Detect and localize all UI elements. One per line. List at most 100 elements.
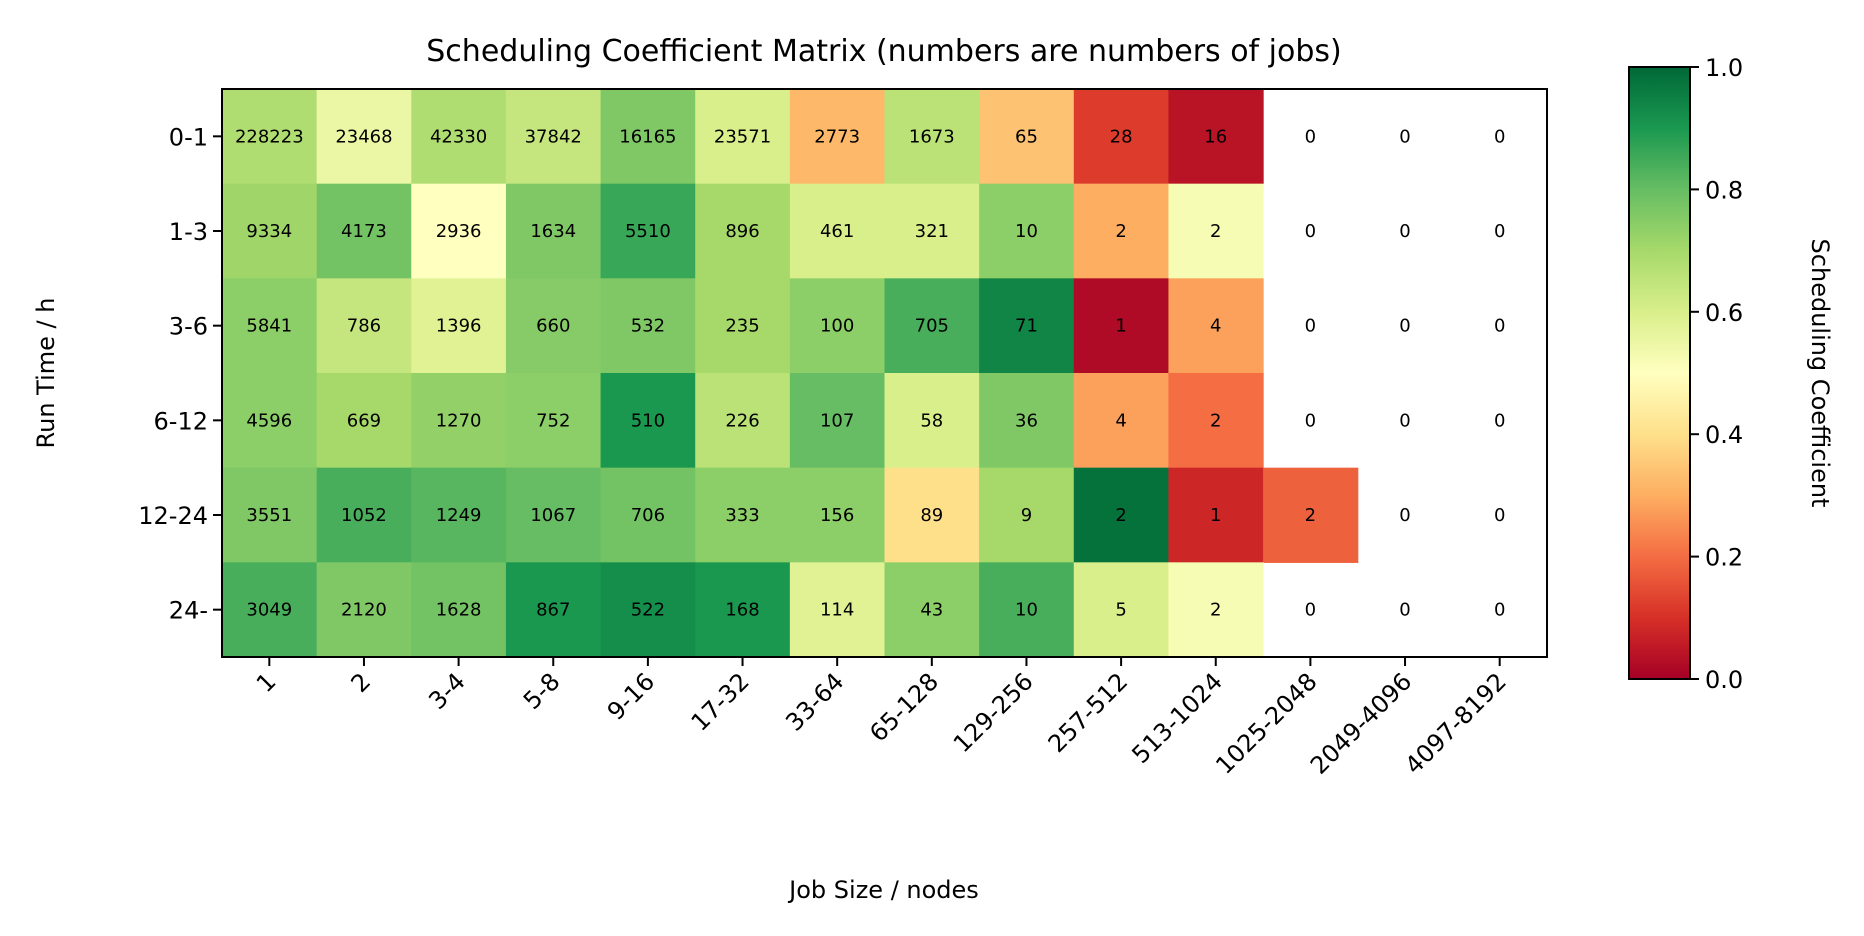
heatmap-cell-4-2 [411,467,507,563]
colorbar-tick-label: 1.0 [1705,54,1743,82]
cell-count-1-10: 2 [1210,221,1221,242]
cell-count-1-7: 321 [915,221,949,242]
x-tick-label: 3-4 [423,667,471,715]
cell-count-2-11: 0 [1305,316,1316,337]
cell-count-5-1: 2120 [341,600,387,621]
heatmap-cell-2-0 [222,278,318,374]
cell-count-1-2: 2936 [436,221,482,242]
heatmap-cell-0-9 [1073,89,1170,185]
cell-count-3-0: 4596 [246,410,292,431]
cell-count-4-11: 2 [1305,505,1316,526]
cell-count-5-3: 867 [536,600,570,621]
cell-count-2-10: 4 [1210,316,1221,337]
heatmap-cell-0-10 [1168,89,1264,185]
cell-count-1-13: 0 [1494,221,1505,242]
heatmap-cell-4-7 [884,467,980,563]
cell-count-1-3: 1634 [530,221,576,242]
heatmap-cell-5-3 [505,562,602,658]
cell-count-1-11: 0 [1305,221,1316,242]
heatmap-cell-1-0 [222,183,318,279]
heatmap-cell-4-0 [222,467,318,563]
cell-count-1-6: 461 [820,221,854,242]
heatmap-cell-1-5 [695,183,791,279]
cell-count-3-3: 752 [536,410,570,431]
heatmap-cell-5-10 [1168,562,1264,658]
cell-count-3-12: 0 [1399,410,1410,431]
x-axis-label: Job Size / nodes [787,876,979,904]
heatmap-cell-3-3 [505,373,602,469]
cell-count-4-9: 2 [1115,505,1126,526]
heatmap-cell-3-4 [600,373,696,469]
heatmap-cell-5-4 [600,562,696,658]
cell-count-0-0: 228223 [235,126,304,147]
heatmap-cell-2-4 [600,278,696,374]
cell-count-0-10: 16 [1204,126,1227,147]
heatmap-cell-1-8 [979,183,1075,279]
heatmap-cell-4-9 [1073,467,1170,563]
heatmap-cells [222,89,1359,658]
cell-count-2-3: 660 [536,316,570,337]
heatmap-cell-5-9 [1073,562,1170,658]
x-tick-label: 5-8 [518,667,566,715]
y-tick-label: 6-12 [154,407,208,435]
cell-count-5-4: 522 [631,600,665,621]
cell-count-5-13: 0 [1494,600,1505,621]
colorbar-label: Scheduling Coefficient [1806,239,1834,508]
heatmap-cell-3-0 [222,373,318,469]
cell-count-4-13: 0 [1494,505,1505,526]
heatmap-cell-3-9 [1073,373,1170,469]
heatmap-cell-4-4 [600,467,696,563]
heatmap-cell-0-7 [884,89,980,185]
plot-frame [221,88,1548,658]
colorbar-tick-label: 0.4 [1705,421,1743,449]
heatmap-cell-4-11 [1263,467,1359,563]
heatmap-cell-4-10 [1168,467,1264,563]
heatmap-cell-2-8 [979,278,1075,374]
cell-count-1-8: 10 [1015,221,1038,242]
cell-count-0-13: 0 [1494,126,1505,147]
cell-count-5-5: 168 [725,600,759,621]
x-tick-label: 2049-4096 [1305,667,1417,779]
heatmap-cell-1-2 [411,183,507,279]
x-tick-label: 1 [251,667,282,698]
cell-count-3-11: 0 [1305,410,1316,431]
cell-count-4-12: 0 [1399,505,1410,526]
heatmap-cell-0-6 [789,89,886,185]
colorbar-tick-label: 0.2 [1705,544,1743,572]
cell-count-2-0: 5841 [246,316,292,337]
heatmap-cell-3-1 [316,373,412,469]
heatmap-cell-2-7 [884,278,980,374]
heatmap-cell-4-3 [505,467,602,563]
x-tick-label: 9-16 [602,667,660,725]
heatmap-cell-0-0 [222,89,318,185]
heatmap-cell-1-3 [505,183,602,279]
cell-count-2-7: 705 [915,316,949,337]
heatmap-cell-2-3 [505,278,602,374]
heatmap-cell-5-8 [979,562,1075,658]
cell-count-4-8: 9 [1021,505,1032,526]
cell-count-3-7: 58 [920,410,943,431]
y-tick-label: 24- [169,597,208,625]
x-tick-label: 65-128 [864,667,944,747]
heatmap-cell-5-0 [222,562,318,658]
cell-count-3-9: 4 [1115,410,1126,431]
cell-count-5-2: 1628 [436,600,482,621]
cell-count-3-8: 36 [1015,410,1038,431]
cell-count-0-3: 37842 [525,126,582,147]
cell-count-5-6: 114 [820,600,854,621]
y-axis-ticks: 0-1 1-3 3-6 6-12 12-24 24- [138,123,222,625]
heatmap-cell-0-8 [979,89,1075,185]
cell-count-0-6: 2773 [814,126,860,147]
cell-count-4-4: 706 [631,505,665,526]
heatmap-cell-0-2 [411,89,507,185]
cell-count-0-1: 23468 [335,126,392,147]
x-tick-label: 257-512 [1043,667,1134,758]
y-tick-label: 3-6 [169,313,208,341]
cell-count-1-4: 5510 [625,221,671,242]
heatmap-cell-4-8 [979,467,1075,563]
cell-count-0-12: 0 [1399,126,1410,147]
cell-count-4-6: 156 [820,505,854,526]
cell-count-3-1: 669 [347,410,381,431]
colorbar-tick-label: 0.0 [1705,666,1743,694]
heatmap-cell-2-1 [316,278,412,374]
